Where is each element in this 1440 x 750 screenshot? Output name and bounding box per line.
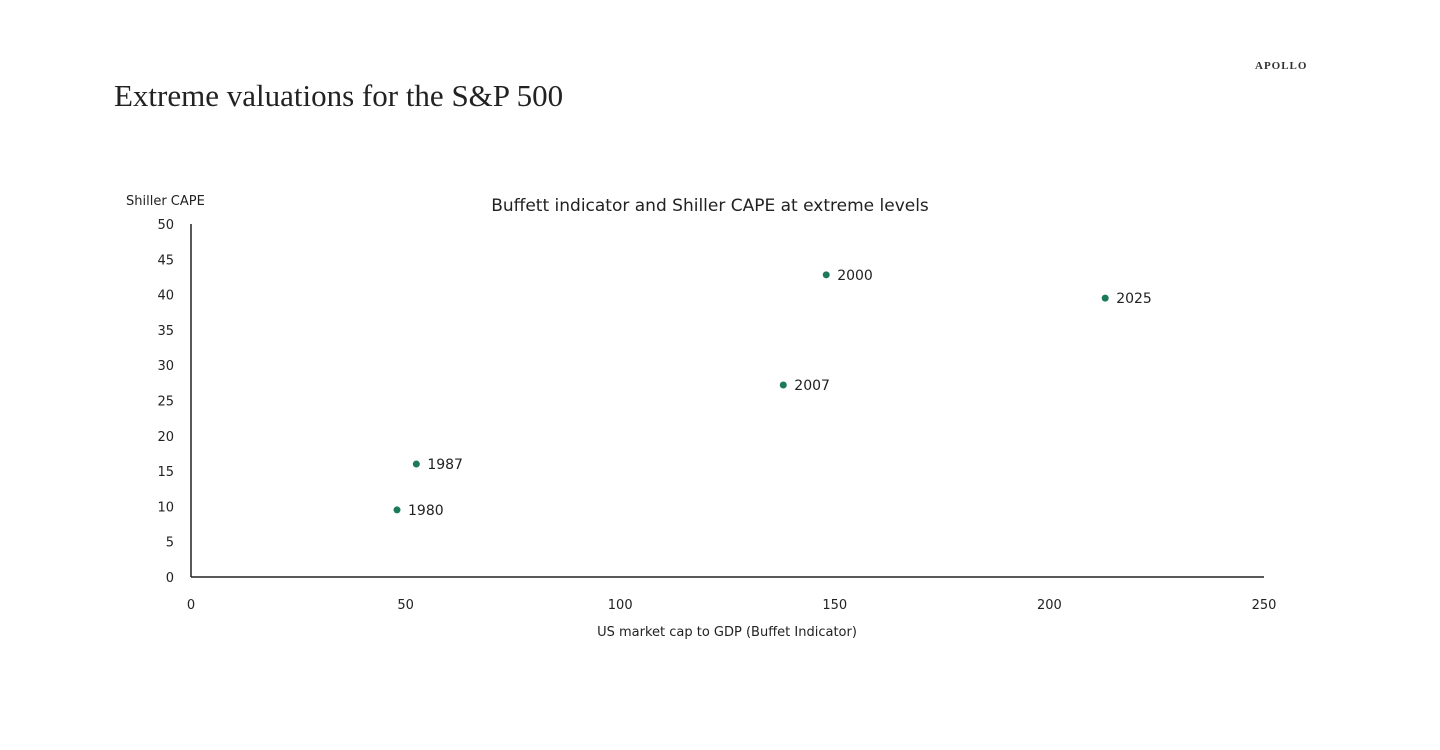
y-tick-label: 30 xyxy=(157,359,174,374)
x-tick-label: 200 xyxy=(1037,598,1062,613)
y-tick-label: 25 xyxy=(157,395,174,410)
data-points: 1980 1987 2007 2000 2025 xyxy=(393,268,1152,519)
y-tick-label: 0 xyxy=(166,571,174,586)
data-point-label: 1980 xyxy=(408,503,444,519)
y-tick-label: 50 xyxy=(157,218,174,233)
brand-logo: APOLLO xyxy=(1255,60,1308,72)
data-point xyxy=(822,271,830,279)
x-tick-label: 50 xyxy=(397,598,414,613)
x-tick-label: 0 xyxy=(187,598,195,613)
data-point-label: 1987 xyxy=(427,457,463,473)
y-tick-label: 20 xyxy=(157,430,174,445)
data-point xyxy=(779,381,787,389)
y-tick-label: 40 xyxy=(157,289,174,304)
y-tick-label: 10 xyxy=(157,500,174,515)
x-tick-label: 250 xyxy=(1252,598,1277,613)
data-point-label: 2000 xyxy=(837,268,873,284)
x-tick-label: 100 xyxy=(608,598,633,613)
y-tick-label: 5 xyxy=(166,536,174,551)
chart-title: Buffett indicator and Shiller CAPE at ex… xyxy=(491,196,929,216)
page-title: Extreme valuations for the S&P 500 xyxy=(114,78,564,113)
x-tick-labels: 0 50 100 150 200 250 xyxy=(187,598,1277,613)
data-point xyxy=(412,460,420,468)
y-axis-label: Shiller CAPE xyxy=(126,194,205,209)
x-axis-label: US market cap to GDP (Buffet Indicator) xyxy=(597,625,857,640)
data-point-label: 2025 xyxy=(1116,291,1152,307)
y-tick-label: 15 xyxy=(157,465,174,480)
y-tick-label: 35 xyxy=(157,324,174,339)
y-tick-label: 45 xyxy=(157,253,174,268)
data-point xyxy=(393,506,401,514)
x-tick-label: 150 xyxy=(822,598,847,613)
data-point-label: 2007 xyxy=(794,378,830,394)
data-point xyxy=(1101,294,1109,302)
y-tick-labels: 0 5 10 15 20 25 30 35 40 45 50 xyxy=(157,218,174,586)
